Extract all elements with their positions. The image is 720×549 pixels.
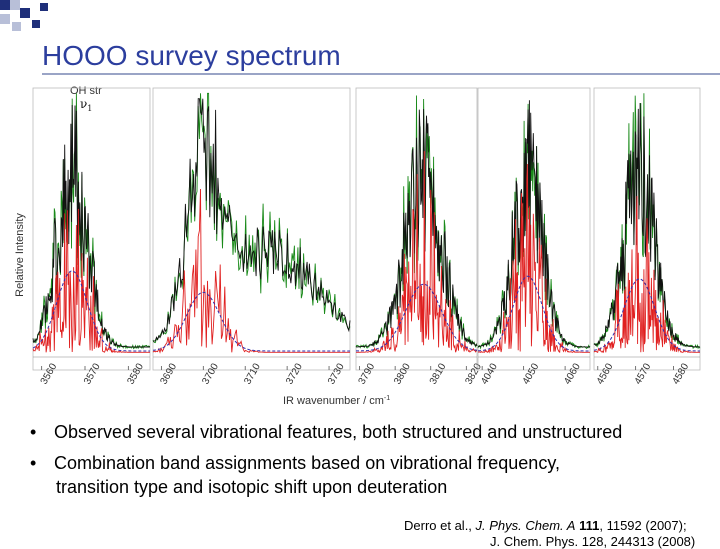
gaussian-fit-curve [32,270,150,352]
corner-decoration-light-1 [10,0,20,10]
x-tick-label: 3710 [242,361,263,386]
gaussian-fit-curve [477,275,590,352]
x-axis-label: IR wavenumber / cm-1 [283,395,390,407]
x-tick-label: 4570 [633,361,654,386]
x-tick-label: 3790 [357,361,378,386]
x-tick-label: 4580 [671,361,692,386]
spectrum-panel-3: 3790 3800 3810 3820 [355,87,484,387]
spectrum-black-trace [477,100,590,348]
bullet-text-2-line-2: transition type and isotopic shift upon … [56,477,448,497]
corner-decoration-dark-1 [0,0,10,10]
x-tick-label: 4040 [479,361,500,386]
x-tick-label: 4560 [595,361,616,386]
annotation-nu-label: ν1 [80,97,92,113]
spectrum-black-trace [593,102,701,348]
spectrum-red-trace [152,188,350,354]
gaussian-fit-curve [356,283,478,352]
x-tick-label: 3720 [284,361,305,386]
spectrum-panel-1: 3560 3570 3580 [32,87,151,387]
annotation-nu-symbol: ν [80,97,87,111]
x-tick-label: 3690 [158,361,179,386]
slide-title: HOOO survey spectrum [42,40,341,71]
x-tick-label: 3810 [428,361,449,386]
spectrum-red-trace [356,151,478,353]
spectrum-panel-2: 3690 3700 3710 3720 3730 [152,87,351,387]
corner-decoration-dark-4 [40,3,48,11]
x-tick-label: 3700 [200,361,221,386]
panel-frame [477,87,591,371]
corner-decoration-dark-3 [32,20,40,28]
spectrum-black-trace [32,104,150,348]
corner-decoration-light-2 [0,14,10,24]
gaussian-fit-curve [593,278,700,352]
bullet-text-1: Observed several vibrational features, b… [54,422,623,442]
citation: Derro et al., J. Phys. Chem. A 111, 1159… [404,518,687,533]
spectrum-black-trace [152,98,351,342]
bullet-marker-2: • [30,453,37,473]
spectrum-red-trace [593,195,700,354]
annotation-label: OH str [70,85,102,97]
y-axis-label: Relative Intensity [14,213,26,297]
citation-second-line: J. Chem. Phys. 128, 244313 (2008) [490,534,696,549]
spectrum-red-trace [32,208,150,354]
bullet-item-1: • Observed several vibrational features, … [30,422,622,443]
citation-journal: J. Phys. Chem. A [475,518,576,533]
x-tick-label: 3800 [392,361,413,386]
x-tick-label: 3580 [125,361,146,386]
spectrum-panel-4: 4040 4050 4060 [477,87,591,387]
title-underline [42,73,720,75]
spectrum-figure: Relative Intensity OH str ν1 IR wavenumb… [14,85,701,407]
gaussian-fit-curve [152,291,350,352]
annotation-nu-subscript: 1 [87,104,92,113]
bullet-text-2-line-1: Combination band assignments based on vi… [54,453,560,473]
panel-frame [355,87,478,371]
x-tick-label: 3560 [39,361,60,386]
citation-pages: , 11592 (2007); [599,518,687,533]
panel-frame [152,87,351,371]
spectrum-black-trace [356,108,478,348]
x-axis-label-text: IR wavenumber / cm [283,395,384,407]
citation-volume: 111 [579,518,600,533]
x-tick-label: 4060 [562,361,583,386]
x-tick-label: 3570 [82,361,103,386]
panel-frame [593,87,701,371]
bullet-item-2: • Combination band assignments based on v… [30,453,560,474]
bullet-marker-1: • [30,422,37,442]
citation-authors: Derro et al., [404,518,476,533]
x-axis-label-exponent: -1 [384,395,390,402]
spectrum-red-trace [477,163,590,354]
spectrum-panel-5: 4560 4570 4580 [593,87,701,387]
panel-frame [32,87,151,371]
x-tick-label: 4050 [521,361,542,386]
x-tick-label: 3730 [326,361,347,386]
corner-decoration-light-3 [12,22,21,31]
corner-decoration-dark-2 [20,8,30,18]
